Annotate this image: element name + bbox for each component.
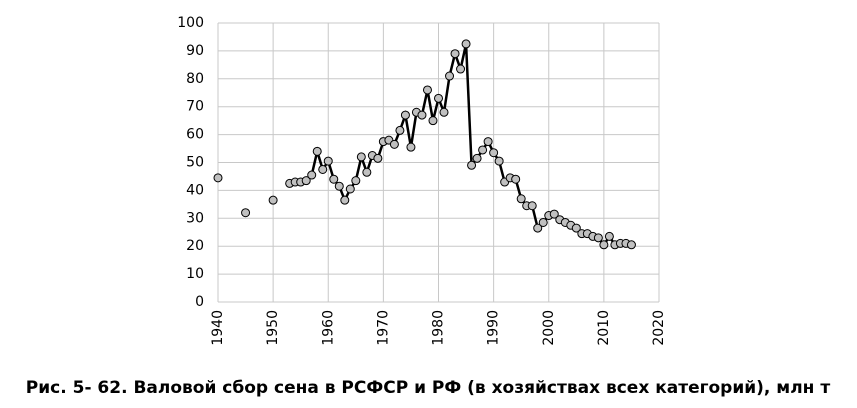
- y-tick-label: 80: [186, 71, 204, 87]
- x-tick-label: 2020: [651, 310, 667, 346]
- y-tick-label: 90: [186, 43, 204, 59]
- y-tick-label: 50: [186, 155, 204, 171]
- x-tick-label: 1990: [486, 310, 502, 346]
- data-line: [289, 43, 632, 247]
- data-point: [395, 125, 405, 135]
- data-point: [626, 240, 636, 250]
- y-tick-label: 20: [186, 238, 204, 254]
- data-point: [422, 85, 432, 95]
- data-point: [400, 110, 410, 120]
- data-point: [461, 39, 471, 49]
- data-point: [439, 107, 449, 117]
- data-point: [318, 164, 328, 174]
- data-point: [329, 174, 339, 184]
- data-point: [511, 174, 521, 184]
- y-tick-label: 70: [186, 99, 204, 115]
- data-point: [417, 110, 427, 120]
- data-point: [593, 233, 603, 243]
- data-point: [340, 195, 350, 205]
- data-point: [571, 223, 581, 233]
- data-point: [472, 153, 482, 163]
- data-point: [389, 139, 399, 149]
- x-tick-label: 1970: [375, 310, 391, 346]
- x-tick-label: 2000: [541, 310, 557, 346]
- data-point: [312, 146, 322, 156]
- data-point: [213, 173, 223, 183]
- data-point: [599, 240, 609, 250]
- data-point: [445, 71, 455, 81]
- y-tick-label: 60: [186, 127, 204, 143]
- data-point: [527, 201, 537, 211]
- data-point: [301, 176, 311, 186]
- data-point: [489, 148, 499, 158]
- data-point: [307, 170, 317, 180]
- data-point: [373, 153, 383, 163]
- data-point: [434, 93, 443, 103]
- y-tick-label: 0: [195, 294, 204, 310]
- data-point: [516, 194, 526, 204]
- data-point: [428, 116, 438, 126]
- chart-title: Рис. 5- 62. Валовой сбор сена в РСФСР и …: [26, 378, 831, 398]
- data-point: [494, 156, 504, 166]
- data-point: [483, 137, 493, 147]
- x-tick-label: 1950: [265, 310, 281, 346]
- data-point: [467, 160, 477, 170]
- y-tick-label: 40: [186, 182, 204, 198]
- data-point: [334, 181, 344, 191]
- data-point: [345, 184, 355, 194]
- data-point: [351, 176, 361, 186]
- data-point: [362, 167, 372, 177]
- x-tick-label: 1980: [431, 310, 447, 346]
- data-point: [406, 142, 416, 152]
- data-point: [533, 223, 543, 233]
- data-point: [456, 64, 466, 74]
- y-tick-label: 30: [186, 210, 204, 226]
- data-point: [604, 231, 614, 241]
- data-point: [241, 208, 251, 218]
- data-point: [478, 145, 488, 155]
- x-tick-label: 1940: [210, 310, 226, 346]
- data-point: [268, 195, 278, 205]
- y-tick-label: 100: [177, 15, 204, 31]
- x-tick-label: 2010: [596, 310, 612, 346]
- data-point: [538, 217, 548, 227]
- y-tick-label: 10: [186, 266, 204, 282]
- data-point: [323, 156, 333, 166]
- data-point: [356, 152, 366, 162]
- x-tick-label: 1960: [320, 310, 336, 346]
- data-point: [450, 49, 460, 59]
- data-point: [549, 209, 559, 219]
